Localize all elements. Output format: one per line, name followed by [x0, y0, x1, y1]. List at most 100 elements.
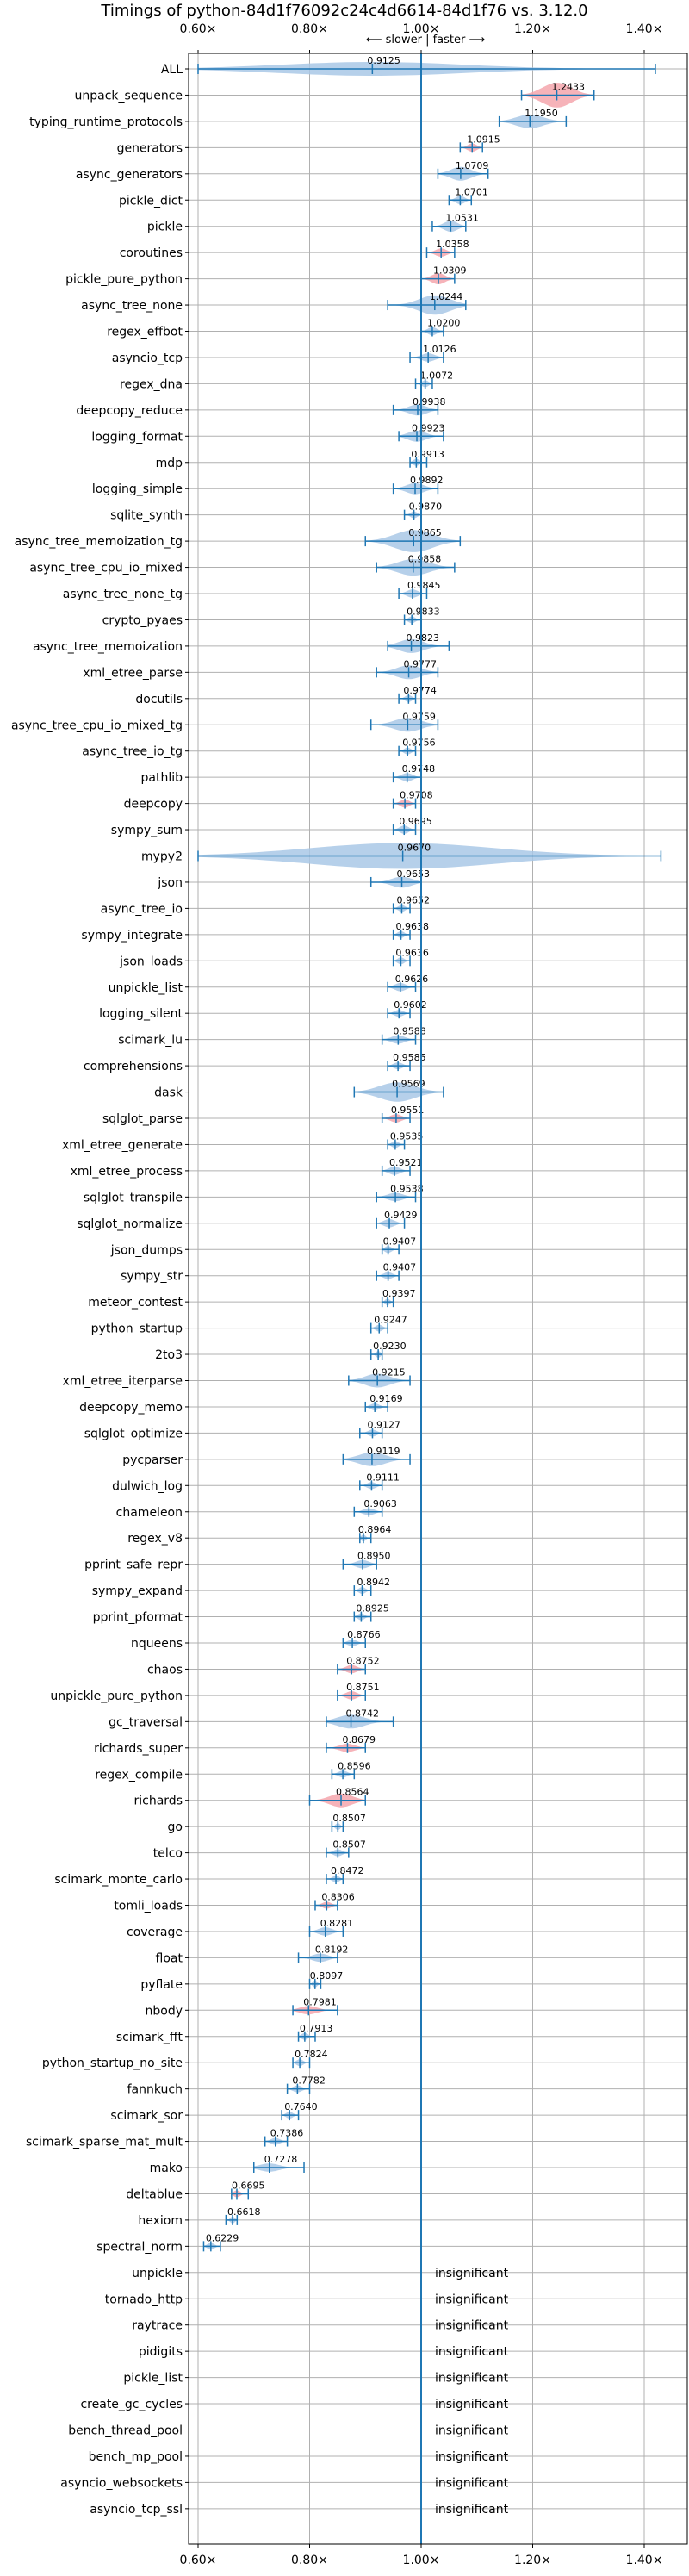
value-label: 0.9756 [402, 737, 436, 749]
benchmark-label: dask [154, 1086, 183, 1100]
value-label: 0.9845 [407, 580, 441, 591]
benchmark-row: bench_mp_pool insignificant [89, 2450, 687, 2464]
benchmark-label: chameleon [116, 1506, 183, 1520]
benchmark-label: deltablue [126, 2187, 183, 2201]
insignificant-label: insignificant [435, 2450, 509, 2464]
benchmark-label: sqlglot_normalize [77, 1217, 183, 1231]
value-label: 0.8766 [347, 1629, 381, 1640]
benchmark-row: raytrace insignificant [132, 2319, 687, 2333]
benchmark-label: nqueens [131, 1637, 183, 1651]
benchmark-row: generators 1.0915 [117, 134, 687, 155]
x-tick-label-top: 0.60× [180, 22, 217, 36]
benchmark-row: asyncio_websockets insignificant [60, 2476, 687, 2490]
benchmark-row: xml_etree_parse 0.9777 [83, 658, 687, 680]
benchmark-row: scimark_sor 0.7640 [110, 2101, 687, 2123]
value-label: 0.9407 [383, 1235, 417, 1247]
benchmark-row: pathlib 0.9748 [141, 763, 687, 785]
benchmark-label: sympy_integrate [81, 929, 183, 943]
benchmark-rows: ALL 0.9125 unpack_sequence 1.2433 typing_run… [11, 53, 687, 2544]
value-label: 0.9127 [367, 1419, 400, 1430]
value-label: 0.8192 [315, 1944, 349, 1955]
value-label: 0.9653 [397, 868, 431, 880]
value-label: 0.7824 [295, 2049, 328, 2060]
value-label: 0.9748 [402, 763, 436, 775]
value-label: 1.0915 [467, 134, 500, 145]
x-tick-label-bottom: 1.40× [626, 2554, 663, 2567]
benchmark-row: docutils 0.9774 [135, 685, 687, 706]
benchmark-row: sympy_sum 0.9695 [111, 816, 687, 837]
benchmark-label: scimark_sparse_mat_mult [26, 2136, 183, 2150]
benchmark-row: 2to3 0.9230 [155, 1341, 687, 1362]
x-tick-label-top: 1.00× [403, 22, 440, 36]
insignificant-label: insignificant [435, 2372, 509, 2386]
value-label: 0.6618 [227, 2206, 261, 2218]
benchmark-label: python_startup_no_site [42, 2056, 183, 2070]
value-label: 0.9569 [392, 1079, 425, 1090]
benchmark-label: raytrace [132, 2319, 183, 2333]
benchmark-label: scimark_monte_carlo [54, 1873, 183, 1887]
value-label: 0.9938 [413, 396, 445, 408]
benchmark-label: sqlglot_parse [102, 1112, 183, 1126]
value-label: 0.8097 [310, 1970, 344, 1982]
value-label: 1.1950 [525, 108, 558, 119]
value-label: 0.7386 [270, 2128, 304, 2139]
value-label: 0.9585 [393, 1052, 426, 1063]
x-tick-label-bottom: 1.00× [403, 2554, 440, 2567]
benchmark-row: logging_format 0.9923 [91, 422, 687, 444]
benchmark-row: coroutines 1.0358 [120, 239, 687, 260]
benchmark-label: dulwich_log [112, 1479, 183, 1493]
benchmark-label: tornado_http [105, 2293, 183, 2306]
benchmark-label: generators [117, 141, 183, 155]
x-tick-label-top: 1.40× [626, 22, 663, 36]
benchmark-row: unpickle_pure_python 0.8751 [50, 1682, 687, 1703]
benchmark-row: pickle_list insignificant [123, 2372, 687, 2386]
benchmark-label: scimark_lu [118, 1034, 183, 1048]
benchmark-label: docutils [135, 693, 183, 706]
x-axis-ticks: 0.60× 0.60× 0.80× 0.80× 1.00× 1.00× 1.20× 1.20×… [180, 22, 663, 2567]
benchmark-row: regex_compile 0.8596 [95, 1760, 687, 1782]
value-label: 1.0126 [423, 344, 456, 355]
benchmark-label: asyncio_websockets [60, 2476, 183, 2490]
benchmark-label: unpickle_pure_python [50, 1689, 183, 1703]
benchmark-label: async_generators [76, 168, 183, 182]
value-label: 0.7913 [300, 2023, 333, 2034]
benchmark-row: go 0.8507 [168, 1813, 687, 1834]
value-label: 0.8564 [336, 1787, 369, 1798]
benchmark-row: nqueens 0.8766 [131, 1629, 687, 1651]
value-label: 0.9870 [409, 501, 443, 513]
benchmark-label: richards [134, 1795, 183, 1808]
benchmark-row: gc_traversal 0.8742 [109, 1708, 687, 1729]
benchmark-row: async_tree_none_tg 0.9845 [63, 580, 687, 601]
value-label: 1.0200 [427, 318, 461, 329]
value-label: 0.8752 [346, 1655, 380, 1666]
benchmark-row: asyncio_tcp_ssl insignificant [90, 2503, 687, 2517]
value-label: 0.9397 [382, 1288, 416, 1299]
value-label: 0.9777 [404, 658, 438, 669]
value-label: 0.8281 [320, 1918, 354, 1929]
value-label: 0.9407 [383, 1262, 417, 1273]
benchmark-label: 2to3 [155, 1348, 183, 1362]
value-label: 0.9823 [407, 632, 440, 644]
insignificant-label: insignificant [435, 2267, 509, 2280]
benchmark-label: bench_mp_pool [89, 2450, 183, 2464]
benchmark-row: richards_super 0.8679 [94, 1734, 687, 1756]
benchmark-label: nbody [146, 2004, 183, 2018]
benchmark-row: async_generators 1.0709 [76, 160, 687, 182]
benchmark-row: scimark_monte_carlo 0.8472 [54, 1865, 687, 1887]
benchmark-label: async_tree_cpu_io_mixed_tg [11, 719, 183, 732]
benchmark-row: sympy_expand 0.8942 [92, 1577, 687, 1598]
benchmark-label: mdp [156, 457, 183, 470]
benchmark-label: async_tree_io_tg [82, 745, 183, 759]
benchmark-row: deepcopy 0.9708 [124, 790, 687, 812]
value-label: 0.9602 [394, 999, 427, 1011]
benchmark-row: sqlglot_transpile 0.9538 [84, 1183, 687, 1204]
benchmark-row: bench_thread_pool insignificant [68, 2424, 687, 2438]
benchmark-label: pickle_list [123, 2372, 183, 2386]
value-label: 0.9538 [390, 1183, 424, 1194]
benchmark-label: coverage [127, 1926, 183, 1939]
value-label: 0.9125 [367, 55, 400, 66]
benchmark-label: async_tree_none [81, 299, 183, 313]
insignificant-label: insignificant [435, 2503, 509, 2517]
benchmark-row: chameleon 0.9063 [116, 1498, 687, 1520]
